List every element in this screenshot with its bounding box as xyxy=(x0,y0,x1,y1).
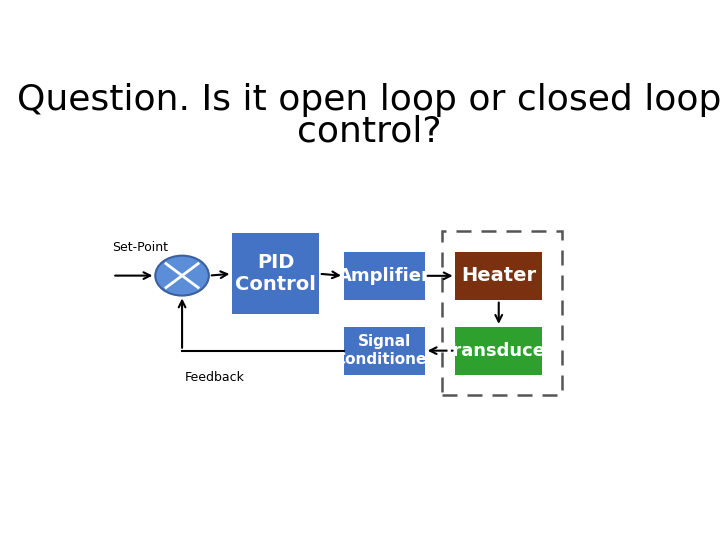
FancyBboxPatch shape xyxy=(456,327,542,375)
Text: Question. Is it open loop or closed loop: Question. Is it open loop or closed loop xyxy=(17,83,720,117)
Circle shape xyxy=(156,255,209,295)
FancyBboxPatch shape xyxy=(344,327,425,375)
Text: Signal
Conditioner: Signal Conditioner xyxy=(334,334,434,367)
Text: Feedback: Feedback xyxy=(185,371,245,384)
Text: Transducer: Transducer xyxy=(443,342,554,360)
Text: control?: control? xyxy=(297,114,441,148)
Text: Set-Point: Set-Point xyxy=(112,241,168,254)
FancyBboxPatch shape xyxy=(344,252,425,300)
Text: PID
Control: PID Control xyxy=(235,253,316,294)
Text: Heater: Heater xyxy=(462,266,536,285)
Text: Amplifier: Amplifier xyxy=(338,267,431,285)
FancyBboxPatch shape xyxy=(456,252,542,300)
FancyBboxPatch shape xyxy=(233,233,319,314)
